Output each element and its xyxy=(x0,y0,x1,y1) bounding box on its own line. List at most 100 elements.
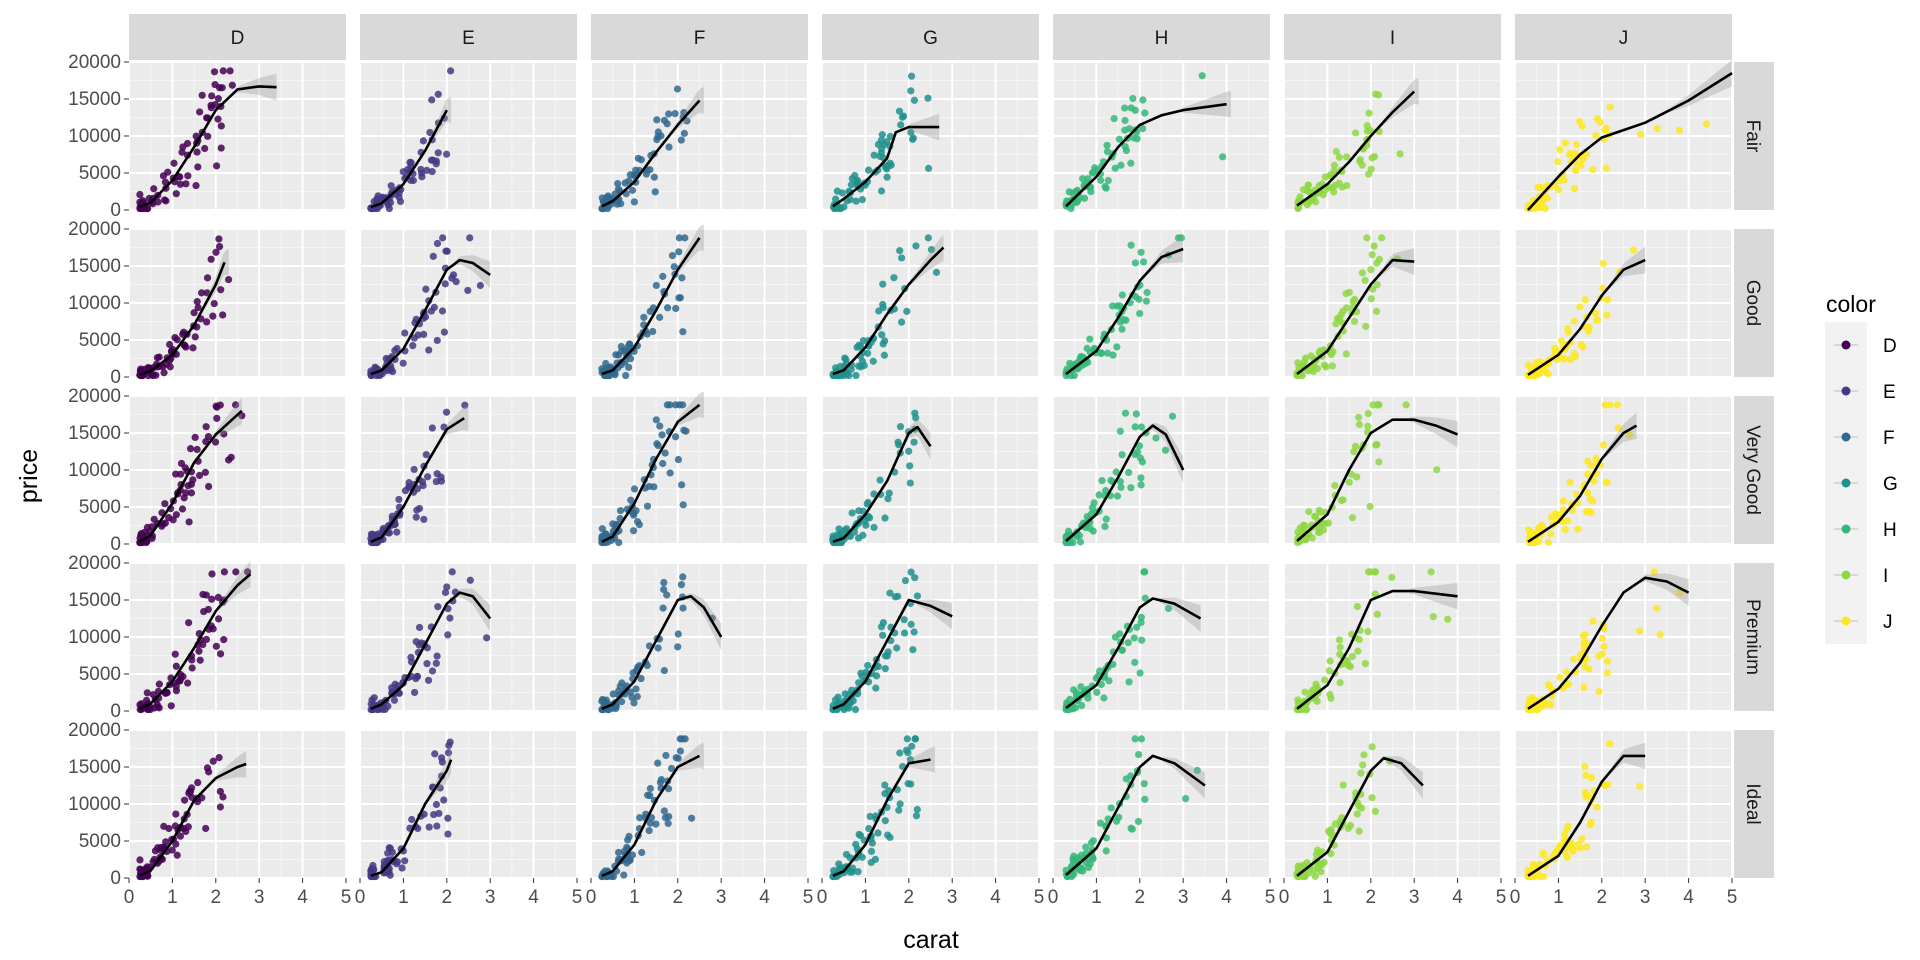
scatter-point xyxy=(1591,309,1600,317)
scatter-point xyxy=(671,401,680,409)
scatter-point xyxy=(628,851,637,859)
scatter-point xyxy=(1086,335,1094,343)
scatter-point xyxy=(217,286,225,294)
scatter-point xyxy=(1593,803,1601,811)
scatter-point xyxy=(418,478,427,486)
scatter-point xyxy=(881,163,889,171)
scatter-point xyxy=(168,846,176,854)
scatter-point xyxy=(679,501,687,509)
scatter-point xyxy=(1589,165,1597,174)
scatter-point xyxy=(1121,409,1130,417)
scatter-point xyxy=(679,328,687,336)
scatter-point xyxy=(197,289,206,297)
scatter-point xyxy=(181,464,189,472)
scatter-point xyxy=(1098,477,1106,485)
x-tick-label: 3 xyxy=(1178,887,1189,908)
scatter-point xyxy=(881,337,889,345)
confidence-band xyxy=(1409,416,1458,448)
scatter-point xyxy=(1312,680,1320,688)
scatter-point xyxy=(1574,525,1582,533)
confidence-band xyxy=(1379,248,1415,278)
scatter-point xyxy=(1294,696,1302,704)
scatter-point xyxy=(1626,431,1634,439)
scatter-point xyxy=(415,641,423,649)
scatter-point xyxy=(630,485,639,493)
scatter-point xyxy=(136,190,144,199)
scatter-point xyxy=(659,604,667,612)
scatter-point xyxy=(1369,401,1377,409)
scatter-point xyxy=(1564,822,1572,830)
scatter-point xyxy=(214,615,223,623)
scatter-point xyxy=(1353,602,1361,611)
scatter-point xyxy=(172,511,180,519)
smooth-line xyxy=(1065,424,1185,542)
scatter-point xyxy=(901,576,910,585)
x-tick-label: 3 xyxy=(254,887,265,908)
legend-key-point xyxy=(1841,386,1851,396)
scatter-point xyxy=(217,144,225,152)
scatter-point xyxy=(841,690,849,698)
confidence-band xyxy=(454,255,491,289)
scatter-point xyxy=(442,408,451,416)
scatter-point xyxy=(420,330,428,338)
scatter-point xyxy=(893,644,901,652)
x-tick-label: 4 xyxy=(297,887,308,908)
scatter-point xyxy=(1592,131,1600,140)
x-tick-label: 4 xyxy=(990,887,1001,908)
scatter-point xyxy=(1602,478,1610,487)
scatter-point xyxy=(369,861,377,870)
scatter-point xyxy=(438,307,447,315)
scatter-point xyxy=(1120,316,1128,324)
scatter-point xyxy=(186,445,195,453)
scatter-point xyxy=(1315,506,1323,515)
scatter-point xyxy=(393,528,401,536)
scatter-point xyxy=(410,688,419,697)
scatter-point xyxy=(1101,522,1109,531)
scatter-point xyxy=(1193,766,1201,774)
scatter-point xyxy=(1564,328,1572,336)
scatter-point xyxy=(215,84,224,92)
scatter-point xyxy=(1637,130,1645,139)
scatter-point xyxy=(1129,94,1137,103)
scatter-point xyxy=(1559,497,1568,505)
scatter-point xyxy=(676,735,684,743)
scatter-point xyxy=(448,568,456,576)
scatter-point xyxy=(618,679,626,687)
scatter-point xyxy=(136,856,144,864)
scatter-point xyxy=(879,300,887,309)
scatter-point xyxy=(883,652,891,660)
scatter-point xyxy=(1563,853,1571,861)
x-tick-label: 0 xyxy=(355,887,366,908)
scatter-point xyxy=(1141,568,1149,576)
scatter-point xyxy=(1121,104,1129,112)
scatter-point xyxy=(428,667,437,675)
scatter-point xyxy=(1142,297,1151,305)
scatter-point xyxy=(172,810,180,818)
scatter-point xyxy=(895,806,903,814)
scatter-point xyxy=(150,515,158,523)
x-tick-label: 0 xyxy=(124,887,135,908)
scatter-point xyxy=(196,108,204,116)
scatter-point xyxy=(432,659,440,667)
scatter-point xyxy=(1650,568,1658,576)
scatter-point xyxy=(1097,680,1105,689)
smooth-line xyxy=(1065,102,1227,208)
scatter-point xyxy=(896,423,905,431)
scatter-point xyxy=(674,643,682,651)
scatter-point xyxy=(910,438,918,446)
scatter-point xyxy=(1335,636,1344,644)
scatter-point xyxy=(433,822,441,830)
scatter-point xyxy=(399,359,407,367)
scatter-point xyxy=(1127,159,1135,167)
scatter-point xyxy=(395,495,403,504)
scatter-point xyxy=(886,132,894,141)
panel-premium-D xyxy=(128,560,347,714)
scatter-point xyxy=(1353,810,1361,818)
scatter-point xyxy=(1294,204,1303,212)
scatter-point xyxy=(904,780,912,788)
scatter-point xyxy=(1311,512,1319,520)
x-tick-label: 2 xyxy=(442,887,453,908)
panel-fair-E xyxy=(359,61,578,213)
scatter-point xyxy=(906,479,914,487)
smooth-line xyxy=(139,762,247,877)
